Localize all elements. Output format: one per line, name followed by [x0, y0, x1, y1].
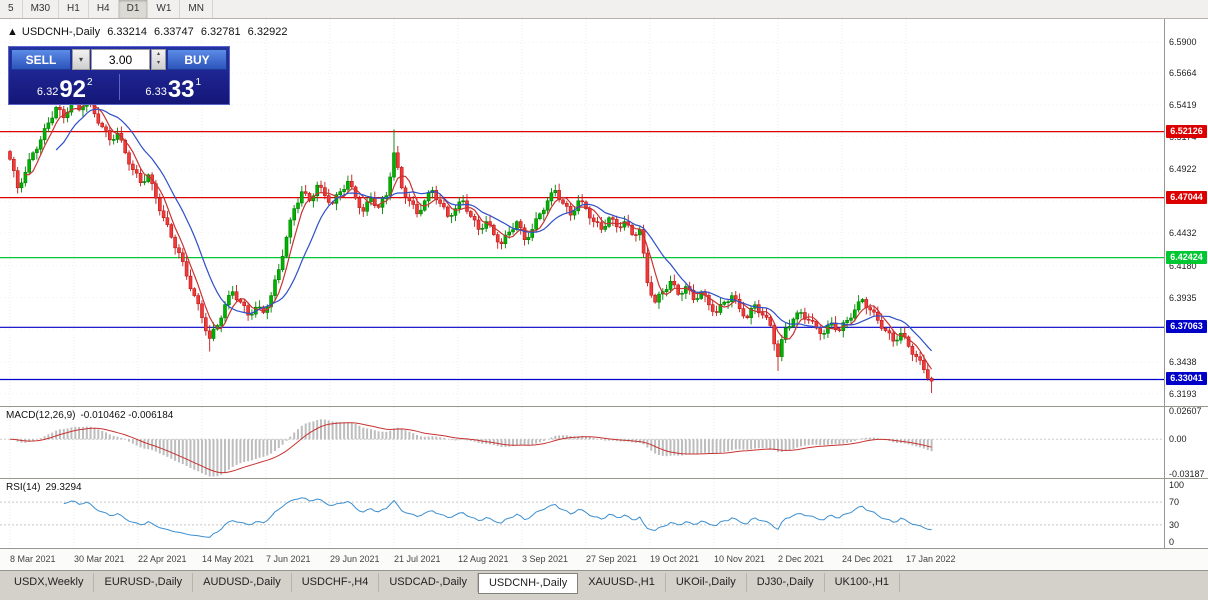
- date-tick-label: 30 Mar 2021: [74, 554, 125, 564]
- timeframe-button-h4[interactable]: H4: [89, 0, 119, 18]
- price-axis-label: 6.4432: [1169, 228, 1197, 239]
- rsi-axis-label: 30: [1169, 519, 1180, 530]
- macd-axis-label: 0.00: [1169, 434, 1187, 445]
- sell-price-pips: 92: [59, 76, 87, 103]
- date-tick-label: 2 Dec 2021: [778, 554, 825, 564]
- price-axis-label: 6.3438: [1169, 357, 1197, 368]
- candlestick-chart[interactable]: [0, 19, 1164, 406]
- date-tick-label: 7 Jun 2021: [266, 554, 311, 564]
- chart-tab-usdcnh-daily[interactable]: USDCNH-,Daily: [477, 573, 579, 594]
- price-axis-label: 6.5419: [1169, 99, 1197, 110]
- ohlc-high: 6.33747: [154, 26, 194, 38]
- macd-axis: 0.02607 0.00 -0.03187: [1164, 406, 1208, 479]
- price-axis-label: 6.4180: [1169, 260, 1197, 271]
- date-tick-label: 21 Jul 2021: [394, 554, 441, 564]
- volume-input[interactable]: 3.00: [91, 49, 150, 70]
- chart-tab-eurusd-daily[interactable]: EURUSD-,Daily: [94, 573, 194, 592]
- rsi-label: RSI(14) 29.3294: [6, 482, 87, 493]
- sell-price-point: 2: [87, 77, 93, 88]
- sell-price-display[interactable]: 6.32 92 2: [13, 77, 117, 102]
- macd-label: MACD(12,26,9) -0.010462 -0.006184: [6, 410, 178, 421]
- date-tick-label: 27 Sep 2021: [586, 554, 638, 564]
- volume-stepper[interactable]: ▴ ▾: [151, 49, 166, 70]
- timeframe-button-m30[interactable]: M30: [23, 0, 60, 18]
- price-line-badge: 6.47044: [1166, 190, 1207, 204]
- price-line-badge: 6.33041: [1166, 372, 1207, 386]
- chart-tab-dj30-daily[interactable]: DJ30-,Daily: [747, 573, 825, 592]
- ohlc-open: 6.33214: [107, 26, 147, 38]
- timeframe-button-5[interactable]: 5: [0, 0, 23, 18]
- date-axis: 8 Mar 2021 30 Mar 2021 22 Apr 2021 14 May 2…: [0, 548, 1208, 571]
- chart-tab-usdchf-h4[interactable]: USDCHF-,H4: [292, 573, 380, 592]
- rsi-value: 29.3294: [45, 482, 82, 493]
- main-chart-panel[interactable]: ▲ USDCNH-,Daily 6.33214 6.33747 6.32781 6…: [0, 19, 1164, 406]
- macd-chart: [0, 407, 1164, 478]
- date-tick-label: 29 Jun 2021: [330, 554, 380, 564]
- ohlc-low: 6.32781: [200, 26, 241, 38]
- chart-tab-audusd-daily[interactable]: AUDUSD-,Daily: [193, 573, 292, 592]
- date-tick-label: 10 Nov 2021: [714, 554, 766, 564]
- macd-axis-label: -0.03187: [1169, 468, 1205, 479]
- rsi-axis-label: 70: [1169, 497, 1180, 508]
- price-line-badge: 6.52126: [1166, 124, 1207, 138]
- rsi-chart: [0, 479, 1164, 548]
- timeframe-button-d1[interactable]: D1: [118, 0, 149, 18]
- ohlc-close: 6.32922: [247, 26, 288, 38]
- chart-tab-usdx-weekly[interactable]: USDX,Weekly: [4, 573, 95, 592]
- volume-down-icon[interactable]: ▾: [156, 60, 160, 66]
- rsi-name: RSI(14): [6, 482, 41, 493]
- price-line-badge: 6.42424: [1166, 250, 1207, 264]
- buy-price-main: 6.33: [145, 86, 167, 98]
- trade-controls-row: SELL ▾ 3.00 ▴ ▾ BUY: [11, 49, 227, 70]
- sell-price-main: 6.32: [36, 86, 59, 98]
- direction-up-icon: ▲: [7, 26, 18, 38]
- rsi-indicator-panel: RSI(14) 29.3294: [0, 478, 1164, 549]
- chart-tab-usdcad-daily[interactable]: USDCAD-,Daily: [379, 573, 478, 592]
- rsi-axis: 100 70 30 0: [1164, 478, 1208, 549]
- sell-button[interactable]: SELL: [11, 49, 71, 70]
- one-click-trading-panel: SELL ▾ 3.00 ▴ ▾ BUY 6.32 92 2 6.33 33 1: [8, 46, 230, 105]
- price-axis-label: 6.3193: [1169, 388, 1197, 399]
- chart-tab-bar: USDX,Weekly EURUSD-,Daily AUDUSD-,Daily USD…: [0, 570, 1208, 600]
- timeframe-button-mn[interactable]: MN: [180, 0, 213, 18]
- price-axis-label: 6.3935: [1169, 292, 1197, 303]
- buy-price-display[interactable]: 6.33 33 1: [122, 77, 226, 102]
- date-tick-label: 24 Dec 2021: [842, 554, 894, 564]
- timeframe-button-w1[interactable]: W1: [148, 0, 181, 18]
- trade-prices-row: 6.32 92 2 6.33 33 1: [11, 70, 227, 102]
- chart-ohlc-header: ▲ USDCNH-,Daily 6.33214 6.33747 6.32781 6…: [7, 26, 291, 38]
- rsi-axis-label: 100: [1169, 480, 1185, 490]
- date-tick-label: 22 Apr 2021: [138, 554, 187, 564]
- volume-up-icon[interactable]: ▴: [156, 51, 160, 57]
- chart-tab-ukoil-daily[interactable]: UKOil-,Daily: [666, 573, 747, 592]
- chart-tab-uk100-h1[interactable]: UK100-,H1: [825, 573, 901, 592]
- buy-button[interactable]: BUY: [167, 49, 227, 70]
- rsi-axis-label: 0: [1169, 537, 1175, 547]
- timeframe-button-h1[interactable]: H1: [59, 0, 89, 18]
- volume-dropdown-icon[interactable]: ▾: [72, 49, 90, 70]
- date-tick-label: 14 May 2021: [202, 554, 255, 564]
- macd-values: -0.010462 -0.006184: [80, 410, 174, 421]
- date-tick-label: 19 Oct 2021: [650, 554, 700, 564]
- price-divider: [118, 74, 120, 100]
- date-tick-label: 3 Sep 2021: [522, 554, 569, 564]
- price-axis-label: 6.5900: [1169, 37, 1197, 48]
- chart-tab-xauusd-h1[interactable]: XAUUSD-,H1: [578, 573, 666, 592]
- macd-indicator-panel: MACD(12,26,9) -0.010462 -0.006184: [0, 406, 1164, 479]
- date-tick-label: 8 Mar 2021: [10, 554, 56, 564]
- macd-axis-label: 0.02607: [1169, 406, 1202, 417]
- buy-price-pips: 33: [167, 76, 195, 103]
- price-axis-label: 6.5664: [1169, 68, 1197, 79]
- price-axis[interactable]: 6.59006.56646.54196.51746.49226.46776.44…: [1164, 19, 1208, 406]
- price-line-badge: 6.37063: [1166, 320, 1207, 334]
- buy-price-point: 1: [195, 77, 202, 88]
- timeframe-toolbar: 5 M30 H1 H4 D1 W1 MN: [0, 0, 1208, 19]
- date-tick-label: 12 Aug 2021: [458, 554, 509, 564]
- date-tick-label: 17 Jan 2022: [906, 554, 956, 564]
- price-axis-label: 6.4922: [1169, 164, 1197, 175]
- macd-name: MACD(12,26,9): [6, 410, 76, 421]
- symbol-label: USDCNH-,Daily: [21, 26, 101, 38]
